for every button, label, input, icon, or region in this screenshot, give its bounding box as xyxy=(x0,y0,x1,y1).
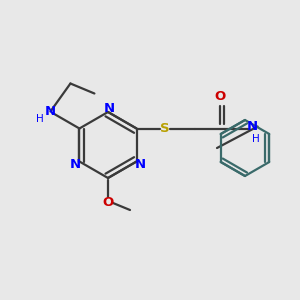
Text: H: H xyxy=(252,134,260,143)
Text: N: N xyxy=(45,105,56,118)
Text: N: N xyxy=(135,158,146,171)
Text: S: S xyxy=(160,122,169,135)
Text: H: H xyxy=(35,115,43,124)
Text: O: O xyxy=(102,196,114,209)
Text: N: N xyxy=(103,101,115,115)
Text: O: O xyxy=(214,90,225,103)
Text: N: N xyxy=(247,120,258,133)
Text: N: N xyxy=(70,158,81,171)
